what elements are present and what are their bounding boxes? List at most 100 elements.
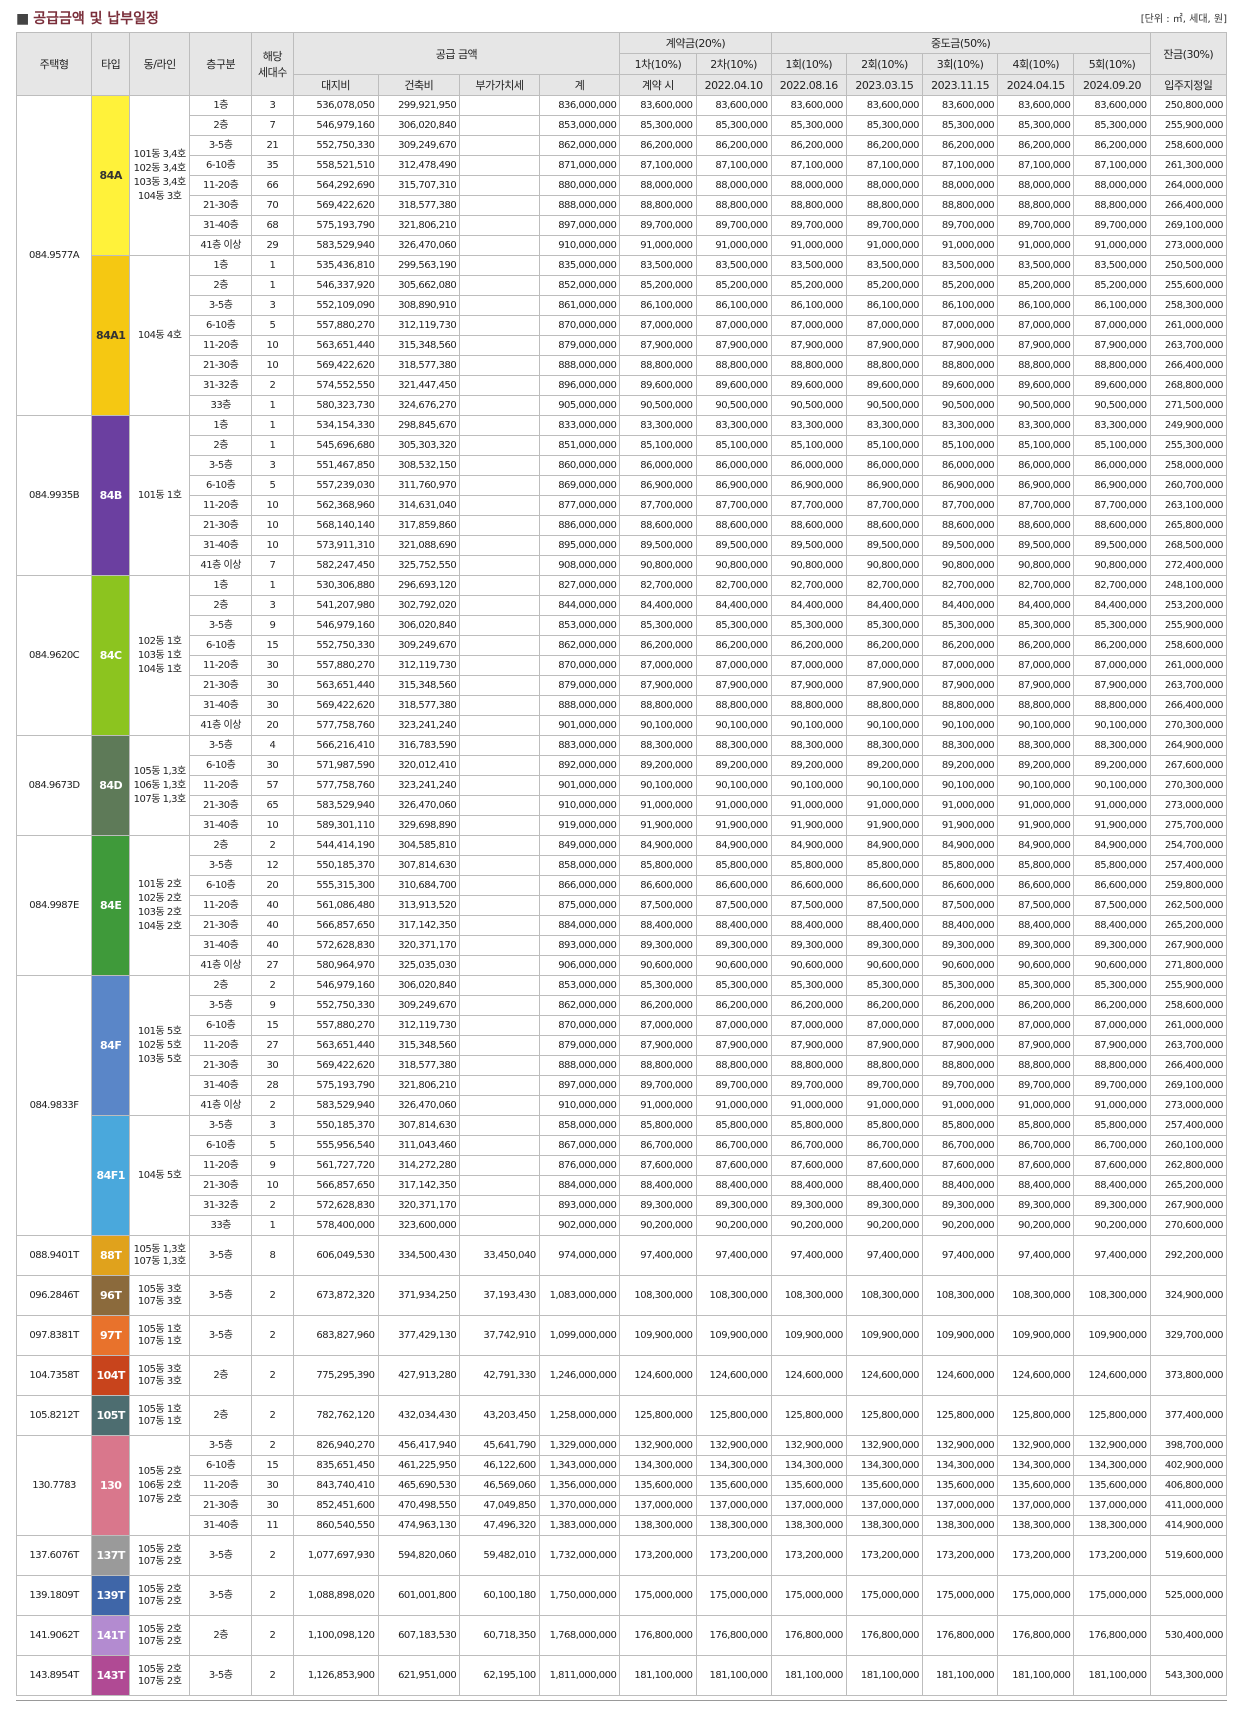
middle-5-cell: 134,300,000 xyxy=(1073,1455,1151,1476)
units-cell: 1 xyxy=(251,575,294,596)
dong-line-item: 101동 5호 xyxy=(137,1025,182,1037)
units-cell: 3 xyxy=(251,1115,294,1136)
land-cell: 571,987,590 xyxy=(292,755,379,776)
land-cell: 1,088,898,020 xyxy=(292,1575,379,1616)
table-row: 3-5층 9 552,750,330 309,249,670 862,000,000 86… xyxy=(17,995,1228,1016)
land-cell: 544,414,190 xyxy=(292,835,379,856)
middle-4-cell: 85,200,000 xyxy=(997,275,1075,296)
contract-1-cell: 89,500,000 xyxy=(619,535,697,556)
contract-1-cell: 88,400,000 xyxy=(619,915,697,936)
building-cell: 371,934,250 xyxy=(377,1275,461,1316)
middle-5-cell: 88,800,000 xyxy=(1073,195,1151,216)
type-badge: 130 xyxy=(91,1435,131,1536)
middle-2-cell: 132,900,000 xyxy=(845,1435,924,1456)
units-cell: 3 xyxy=(251,95,294,116)
middle-4-cell: 91,900,000 xyxy=(997,815,1075,836)
units-cell: 2 xyxy=(251,835,294,856)
middle-3-cell: 87,000,000 xyxy=(922,1015,999,1036)
floor-cell: 11-20층 xyxy=(189,1035,253,1056)
balance-cell: 258,600,000 xyxy=(1149,995,1228,1016)
type-badge: 84D xyxy=(91,735,131,836)
col-units: 해당 세대수 xyxy=(251,32,294,96)
contract-1-cell: 90,100,000 xyxy=(619,715,697,736)
middle-1-cell: 86,600,000 xyxy=(770,875,847,896)
building-cell: 320,371,170 xyxy=(377,1195,461,1216)
middle-1-cell: 86,200,000 xyxy=(770,635,847,656)
middle-1-cell: 85,300,000 xyxy=(770,115,847,136)
land-cell: 557,239,030 xyxy=(292,475,379,496)
table-row: 6-10층 5 557,880,270 312,119,730 870,000,000 8… xyxy=(17,315,1228,336)
total-cell: 853,000,000 xyxy=(538,975,621,996)
middle-1-cell: 97,400,000 xyxy=(770,1235,847,1276)
middle-5-cell: 88,300,000 xyxy=(1073,735,1151,756)
dong-line-cell: 105동 2호 107동 2호 xyxy=(129,1655,191,1696)
col-total: 계 xyxy=(538,74,621,96)
balance-cell: 270,300,000 xyxy=(1149,715,1228,736)
middle-4-cell: 109,900,000 xyxy=(997,1315,1075,1356)
vat-cell xyxy=(459,1115,540,1136)
middle-2-cell: 89,300,000 xyxy=(845,935,924,956)
middle-5-cell: 91,000,000 xyxy=(1073,795,1151,816)
building-cell: 312,119,730 xyxy=(377,315,461,336)
total-cell: 879,000,000 xyxy=(538,335,621,356)
contract-1-cell: 125,800,000 xyxy=(619,1395,697,1436)
balance-cell: 261,000,000 xyxy=(1149,655,1228,676)
floor-cell: 33층 xyxy=(189,395,253,416)
table-row: 130.7783 130 105동 2호 106동 2호 107동 2호 3-5층 2 826… xyxy=(15,1435,1228,1536)
land-cell: 826,940,270 xyxy=(292,1435,379,1456)
middle-3-cell: 86,200,000 xyxy=(922,635,999,656)
middle-3-cell: 87,900,000 xyxy=(922,335,999,356)
contract-1-cell: 109,900,000 xyxy=(619,1315,697,1356)
vat-cell xyxy=(459,575,540,596)
table-row: 2층 3 541,207,980 302,792,020 844,000,000 84,4… xyxy=(17,595,1228,616)
vat-cell xyxy=(459,135,540,156)
balance-cell: 530,400,000 xyxy=(1149,1615,1228,1656)
units-cell: 1 xyxy=(251,275,294,296)
vat-cell xyxy=(459,735,540,756)
balance-cell: 258,600,000 xyxy=(1149,635,1228,656)
dong-line-item: 107동 2호 xyxy=(137,1555,182,1567)
middle-5-cell: 88,800,000 xyxy=(1073,1055,1151,1076)
balance-cell: 329,700,000 xyxy=(1149,1315,1228,1356)
middle-3-cell: 91,000,000 xyxy=(922,795,999,816)
balance-cell: 266,400,000 xyxy=(1149,1055,1228,1076)
table-row: 31-40층 10 573,911,310 321,088,690 895,000,00… xyxy=(17,535,1228,556)
dong-line-cell: 101동 1호 xyxy=(129,415,191,576)
middle-1-cell: 87,700,000 xyxy=(770,495,847,516)
units-cell: 30 xyxy=(251,655,294,676)
units-cell: 9 xyxy=(251,615,294,636)
balance-cell: 254,700,000 xyxy=(1149,835,1228,856)
contract-1-cell: 88,800,000 xyxy=(619,1055,697,1076)
units-cell: 7 xyxy=(251,555,294,576)
land-cell: 546,979,160 xyxy=(292,115,379,136)
middle-5-cell: 137,000,000 xyxy=(1073,1495,1151,1516)
vat-cell: 47,496,320 xyxy=(459,1515,540,1536)
middle-2-cell: 87,000,000 xyxy=(845,315,924,336)
middle-2-cell: 85,300,000 xyxy=(845,975,924,996)
col-date-c1: 계약 시 xyxy=(619,74,697,96)
land-cell: 536,078,050 xyxy=(292,95,379,116)
contract-2-cell: 87,000,000 xyxy=(695,1015,772,1036)
middle-2-cell: 86,900,000 xyxy=(845,475,924,496)
middle-2-cell: 87,700,000 xyxy=(845,495,924,516)
middle-3-cell: 132,900,000 xyxy=(922,1435,999,1456)
building-cell: 302,792,020 xyxy=(377,595,461,616)
contract-1-cell: 87,600,000 xyxy=(619,1155,697,1176)
middle-1-cell: 87,900,000 xyxy=(770,675,847,696)
contract-2-cell: 84,400,000 xyxy=(695,595,772,616)
dong-line-item: 105동 3호 xyxy=(137,1283,182,1295)
middle-4-cell: 88,800,000 xyxy=(997,355,1075,376)
total-cell: 875,000,000 xyxy=(538,895,621,916)
dong-line-item: 107동 3호 xyxy=(137,1375,182,1387)
table-row: 6-10층 35 558,521,510 312,478,490 871,000,000… xyxy=(17,155,1228,176)
middle-3-cell: 90,800,000 xyxy=(922,555,999,576)
middle-5-cell: 91,900,000 xyxy=(1073,815,1151,836)
balance-cell: 255,600,000 xyxy=(1149,275,1228,296)
table-row: 11-20층 30 557,880,270 312,119,730 870,000,00… xyxy=(17,655,1228,676)
total-cell: 1,750,000,000 xyxy=(538,1575,621,1616)
table-row: 33층 1 580,323,730 324,676,270 905,000,000 90,… xyxy=(17,395,1228,416)
floor-cell: 31-32층 xyxy=(189,1195,253,1216)
middle-1-cell: 88,800,000 xyxy=(770,695,847,716)
middle-4-cell: 89,300,000 xyxy=(997,935,1075,956)
middle-5-cell: 85,800,000 xyxy=(1073,1115,1151,1136)
